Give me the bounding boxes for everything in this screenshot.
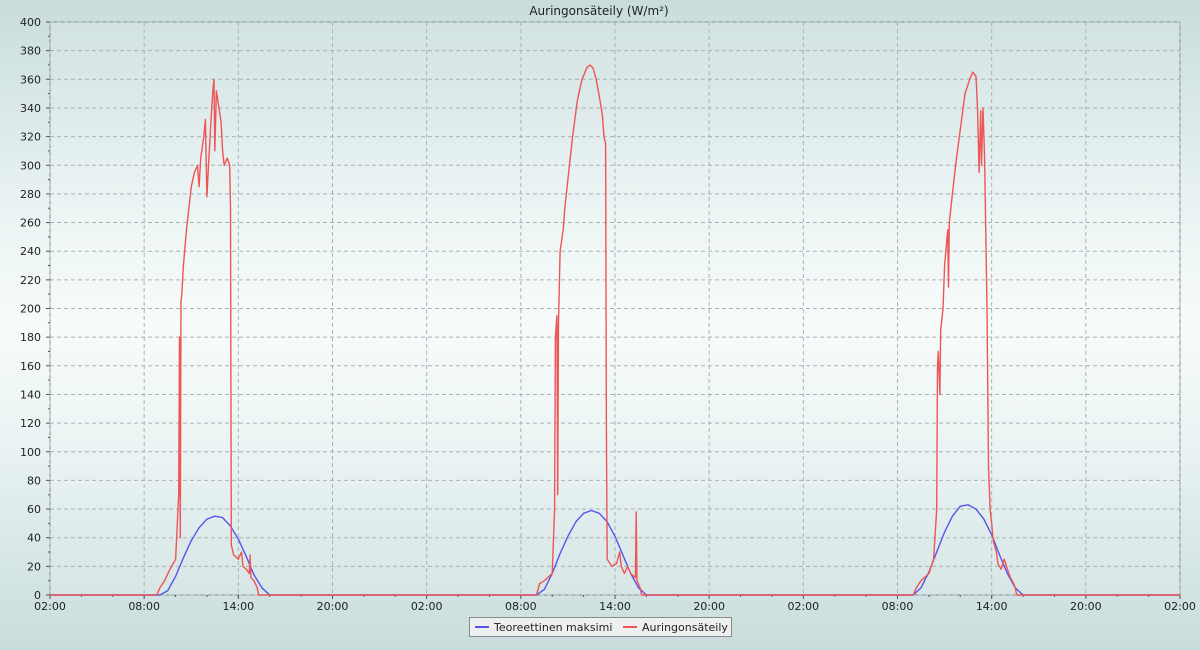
- chart-axes: 0 20 40 60 80 100 120 140 160 180 200 220 240 260 280 3…: [20, 16, 1196, 613]
- y-tick-label: 100: [20, 446, 41, 459]
- x-tick-label: 02:00: [34, 600, 66, 613]
- y-tick-label: 240: [20, 245, 41, 258]
- chart-title: Auringonsäteily (W/m²): [529, 4, 668, 18]
- y-tick-label: 300: [20, 159, 41, 172]
- y-tick-label: 180: [20, 331, 41, 344]
- x-tick-label: 20:00: [1070, 600, 1102, 613]
- chart-grid: [49, 21, 1181, 596]
- y-tick-label: 380: [20, 45, 41, 58]
- y-tick-label: 400: [20, 16, 41, 29]
- x-tick-label: 02:00: [787, 600, 819, 613]
- x-tick-label: 14:00: [222, 600, 254, 613]
- y-tick-label: 20: [27, 560, 41, 573]
- y-tick-label: 140: [20, 388, 41, 401]
- x-tick-label: 14:00: [599, 600, 631, 613]
- chart-legend: Teoreettinen maksimi Auringonsäteily: [469, 617, 732, 637]
- y-tick-label: 60: [27, 503, 41, 516]
- y-tick-label: 40: [27, 532, 41, 545]
- x-tick-label: 08:00: [505, 600, 537, 613]
- y-tick-label: 200: [20, 303, 41, 316]
- chart-series: [50, 64, 1180, 596]
- y-tick-label: 120: [20, 417, 41, 430]
- y-tick-label: 320: [20, 131, 41, 144]
- y-tick-label: 360: [20, 73, 41, 86]
- legend-swatch-auringonsateily: [623, 626, 637, 628]
- x-tick-label: 02:00: [411, 600, 443, 613]
- x-tick-label: 20:00: [693, 600, 725, 613]
- legend-label-teoreettinen-maksimi: Teoreettinen maksimi: [494, 621, 613, 634]
- legend-swatch-teoreettinen-maksimi: [475, 626, 489, 628]
- series-line-auringonsateily: [50, 64, 1180, 596]
- x-tick-label: 02:00: [1164, 600, 1196, 613]
- y-tick-label: 80: [27, 474, 41, 487]
- y-tick-label: 0: [34, 589, 41, 602]
- x-tick-label: 14:00: [976, 600, 1008, 613]
- x-tick-label: 08:00: [882, 600, 914, 613]
- y-tick-label: 340: [20, 102, 41, 115]
- x-tick-label: 08:00: [128, 600, 160, 613]
- y-tick-label: 160: [20, 360, 41, 373]
- y-tick-label: 280: [20, 188, 41, 201]
- x-tick-label: 20:00: [317, 600, 349, 613]
- series-line-teoreettinen-maksimi: [50, 504, 1180, 596]
- y-tick-label: 220: [20, 274, 41, 287]
- legend-label-auringonsateily: Auringonsäteily: [642, 621, 728, 634]
- y-tick-label: 260: [20, 217, 41, 230]
